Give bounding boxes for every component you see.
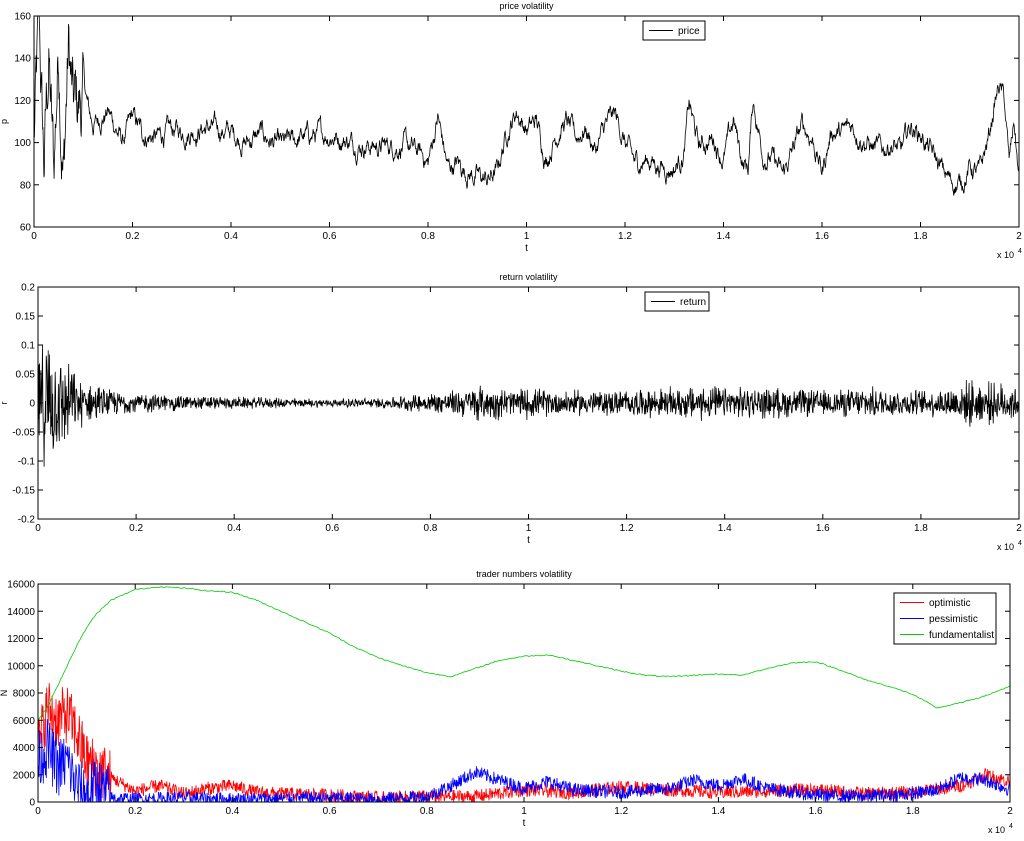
x-tick-label: 1.4 — [717, 231, 731, 242]
legend: price — [642, 20, 706, 41]
legend-box — [642, 20, 706, 41]
y-tick-label: 140 — [14, 54, 31, 65]
x-tick-label: 0 — [31, 231, 37, 242]
x-tick-label: 1.4 — [711, 806, 725, 817]
data-layer — [38, 586, 1010, 802]
y-tick-label: -0.05 — [12, 428, 35, 439]
y-tick-label: 80 — [20, 180, 32, 191]
x-tick-label: 0.2 — [129, 523, 143, 534]
y-tick-label: 0.15 — [16, 312, 36, 323]
series-line-fundamentalist — [38, 586, 1010, 721]
y-tick-label: 6000 — [13, 716, 36, 727]
y-tick-label: 4000 — [13, 743, 36, 754]
series-line-pessimistic — [38, 719, 1010, 802]
x-axis-label: t — [527, 535, 530, 546]
x-tick-label: 1.8 — [914, 231, 928, 242]
x-tick-label: 2 — [1007, 806, 1013, 817]
legend-label-pessimistic: pessimistic — [929, 614, 978, 625]
x-tick-label: 0 — [35, 806, 41, 817]
y-tick-label: 8000 — [13, 689, 36, 700]
x-axis-label: t — [525, 243, 528, 254]
x-multiplier-exponent: 4 — [1018, 248, 1022, 255]
x-tick-label: 1.8 — [906, 806, 920, 817]
x-multiplier-exponent: 4 — [1009, 823, 1013, 830]
legend-label-price: price — [678, 26, 700, 37]
x-tick-label: 2 — [1016, 231, 1022, 242]
y-tick-label: 0.05 — [16, 370, 36, 381]
y-tick-label: 10000 — [7, 661, 35, 672]
x-tick-label: 0.2 — [128, 806, 142, 817]
y-axis-label: N — [0, 690, 9, 697]
data-layer — [34, 16, 1019, 196]
legend-label-return: return — [680, 297, 706, 308]
data-layer — [38, 344, 1019, 467]
legend-label-optimistic: optimistic — [929, 598, 971, 609]
legend: optimistic pessimistic fundamentalist — [893, 592, 997, 645]
y-tick-label: 100 — [14, 138, 31, 149]
chart-title: return volatility — [499, 272, 558, 282]
x-tick-label: 0.6 — [325, 523, 339, 534]
x-tick-label: 0.4 — [227, 523, 241, 534]
x-tick-label: 0.4 — [225, 806, 239, 817]
x-tick-label: 0.8 — [423, 523, 437, 534]
x-multiplier: x 10 — [997, 542, 1014, 552]
x-tick-label: 2 — [1016, 523, 1022, 534]
x-tick-label: 1.4 — [718, 523, 732, 534]
series-line-price — [34, 16, 1019, 196]
y-tick-label: 0 — [29, 798, 35, 809]
y-tick-label: 0.2 — [21, 283, 35, 294]
y-tick-label: 16000 — [7, 580, 35, 591]
x-multiplier: x 10 — [988, 825, 1005, 835]
y-tick-label: 12000 — [7, 634, 35, 645]
legend: return — [644, 291, 710, 312]
x-multiplier-exponent: 4 — [1018, 540, 1022, 547]
y-tick-label: -0.2 — [18, 515, 36, 526]
chart-panel-3: 0 0.2 0.4 0.6 0.8 1 1.2 1.4 1.6 1.8 2 0 2000 4000 6000… — [0, 569, 1013, 835]
plot-area — [34, 16, 1019, 227]
y-tick-label: 0 — [29, 399, 35, 410]
x-tick-label: 1 — [521, 806, 527, 817]
x-tick-label: 0.6 — [323, 806, 337, 817]
y-tick-label: -0.15 — [12, 486, 35, 497]
y-tick-label: 2000 — [13, 770, 36, 781]
x-tick-label: 1.2 — [614, 806, 628, 817]
plot-area — [38, 584, 1010, 802]
y-tick-label: 160 — [14, 12, 31, 23]
y-tick-label: -0.1 — [18, 457, 36, 468]
y-tick-label: 0.1 — [21, 341, 35, 352]
x-tick-label: 0.2 — [126, 231, 140, 242]
legend-box — [644, 291, 710, 312]
y-axis-label: r — [0, 402, 9, 405]
x-tick-label: 0.4 — [224, 231, 238, 242]
x-tick-label: 1 — [526, 523, 532, 534]
y-tick-label: 14000 — [7, 607, 35, 618]
chart-panel-1: 0 0.2 0.4 0.6 0.8 1 1.2 1.4 1.6 1.8 2 60 80 100 120 140… — [0, 1, 1022, 260]
x-tick-label: 0 — [35, 523, 41, 534]
y-tick-label: 120 — [14, 96, 31, 107]
x-tick-label: 0.6 — [323, 231, 337, 242]
x-tick-label: 1.6 — [816, 523, 830, 534]
x-tick-label: 0.8 — [421, 231, 435, 242]
chart-title: price volatility — [499, 1, 554, 11]
x-axis-label: t — [523, 818, 526, 829]
chart-title: trader numbers volatility — [476, 569, 572, 579]
x-multiplier: x 10 — [997, 250, 1014, 260]
y-axis-label: p — [0, 119, 9, 124]
x-tick-label: 1.2 — [618, 231, 632, 242]
x-tick-label: 1.2 — [620, 523, 634, 534]
series-line-return — [38, 344, 1019, 467]
x-tick-label: 1.8 — [914, 523, 928, 534]
legend-label-fundamentalist: fundamentalist — [929, 630, 994, 641]
chart-panel-2: 0 0.2 0.4 0.6 0.8 1 1.2 1.4 1.6 1.8 2 -0.2 -0.15 -0.1… — [0, 272, 1022, 552]
y-tick-label: 60 — [20, 223, 32, 234]
x-tick-label: 1.6 — [809, 806, 823, 817]
x-tick-label: 0.8 — [420, 806, 434, 817]
x-tick-label: 1.6 — [815, 231, 829, 242]
x-tick-label: 1 — [524, 231, 530, 242]
